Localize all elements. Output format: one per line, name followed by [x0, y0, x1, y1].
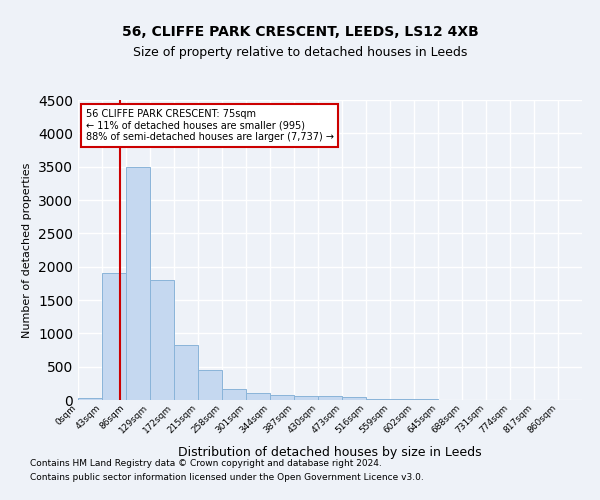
- Text: 56, CLIFFE PARK CRESCENT, LEEDS, LS12 4XB: 56, CLIFFE PARK CRESCENT, LEEDS, LS12 4X…: [122, 26, 478, 40]
- X-axis label: Distribution of detached houses by size in Leeds: Distribution of detached houses by size …: [178, 446, 482, 459]
- Text: 56 CLIFFE PARK CRESCENT: 75sqm
← 11% of detached houses are smaller (995)
88% of: 56 CLIFFE PARK CRESCENT: 75sqm ← 11% of …: [86, 109, 334, 142]
- Y-axis label: Number of detached properties: Number of detached properties: [22, 162, 32, 338]
- Bar: [102, 274, 126, 400]
- Text: Size of property relative to detached houses in Leeds: Size of property relative to detached ho…: [133, 46, 467, 59]
- Bar: [78, 398, 102, 400]
- Bar: [222, 390, 246, 400]
- Bar: [126, 166, 150, 400]
- Bar: [198, 370, 222, 400]
- Text: Contains HM Land Registry data © Crown copyright and database right 2024.: Contains HM Land Registry data © Crown c…: [30, 460, 382, 468]
- Text: Contains public sector information licensed under the Open Government Licence v3: Contains public sector information licen…: [30, 473, 424, 482]
- Bar: [342, 396, 366, 400]
- Bar: [246, 394, 270, 400]
- Bar: [366, 398, 390, 400]
- Bar: [318, 396, 342, 400]
- Bar: [150, 280, 174, 400]
- Bar: [174, 344, 198, 400]
- Bar: [270, 395, 294, 400]
- Bar: [294, 396, 318, 400]
